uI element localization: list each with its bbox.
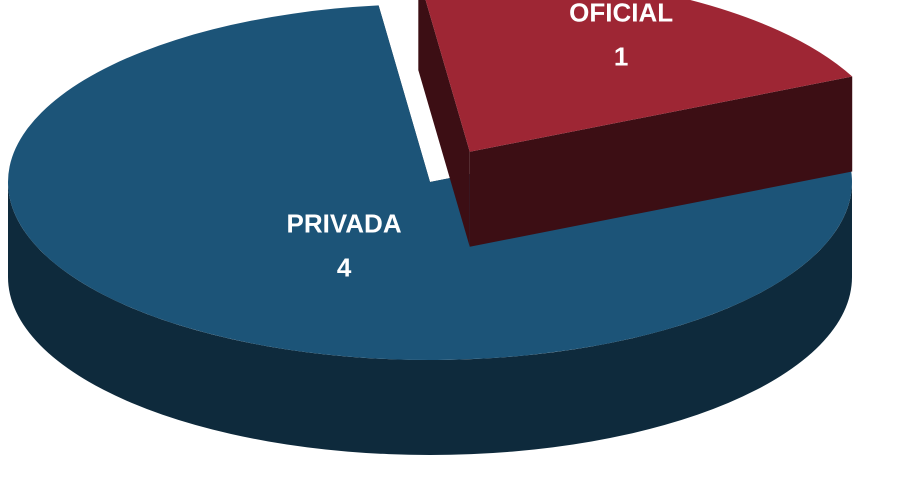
- slice-value: 4: [337, 252, 352, 282]
- slice-label: PRIVADA: [287, 208, 402, 238]
- slice: [8, 5, 853, 361]
- slice-wall: [418, 0, 470, 247]
- slice: [425, 0, 853, 152]
- slice-wall: [469, 76, 853, 247]
- slice-value: 1: [614, 41, 628, 71]
- slice-side: [8, 182, 852, 455]
- slice-label: OFICIAL: [569, 0, 673, 27]
